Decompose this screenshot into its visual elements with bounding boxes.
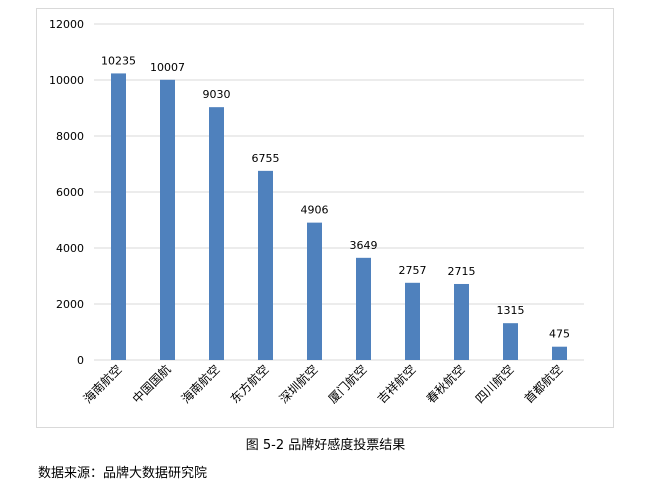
data-label: 2757: [399, 264, 427, 277]
data-label: 2715: [448, 265, 476, 278]
bar: [552, 346, 567, 360]
bar: [356, 257, 371, 360]
x-category-label: 东方航空: [227, 362, 272, 407]
y-tick-label: 2000: [56, 298, 84, 311]
y-tick-label: 4000: [56, 242, 84, 255]
x-category-label: 海南航空: [80, 362, 125, 407]
data-label: 10007: [150, 61, 185, 74]
x-category-label: 春秋航空: [423, 362, 468, 407]
bar: [503, 323, 518, 360]
data-label: 4906: [301, 204, 329, 217]
bar: [405, 282, 420, 360]
data-label: 10235: [101, 54, 136, 67]
bar: [111, 73, 126, 361]
bar: [160, 79, 175, 360]
bar: [307, 222, 322, 360]
x-category-label: 中国国航: [129, 362, 174, 407]
bar: [209, 107, 224, 360]
y-tick-label: 12000: [49, 18, 84, 31]
y-tick-label: 6000: [56, 186, 84, 199]
data-label: 6755: [252, 152, 280, 165]
data-label: 9030: [203, 88, 231, 101]
x-category-label: 四川航空: [472, 362, 517, 407]
x-category-label: 厦门航空: [325, 362, 370, 407]
x-category-label: 海南航空: [178, 362, 223, 407]
x-category-label: 首都航空: [521, 362, 566, 407]
data-source-note: 数据来源：品牌大数据研究院: [38, 466, 208, 481]
x-category-label: 吉祥航空: [374, 362, 419, 407]
x-category-label: 深圳航空: [276, 362, 321, 407]
y-tick-label: 10000: [49, 74, 84, 87]
chart-frame: [36, 8, 614, 428]
data-label: 475: [549, 328, 570, 341]
y-tick-label: 0: [77, 354, 84, 367]
bar: [258, 170, 273, 360]
y-tick-label: 8000: [56, 130, 84, 143]
figure-caption: 图 5-2 品牌好感度投票结果: [245, 438, 406, 453]
data-label: 1315: [497, 304, 525, 317]
data-label: 3649: [350, 239, 378, 252]
bar: [454, 283, 469, 360]
